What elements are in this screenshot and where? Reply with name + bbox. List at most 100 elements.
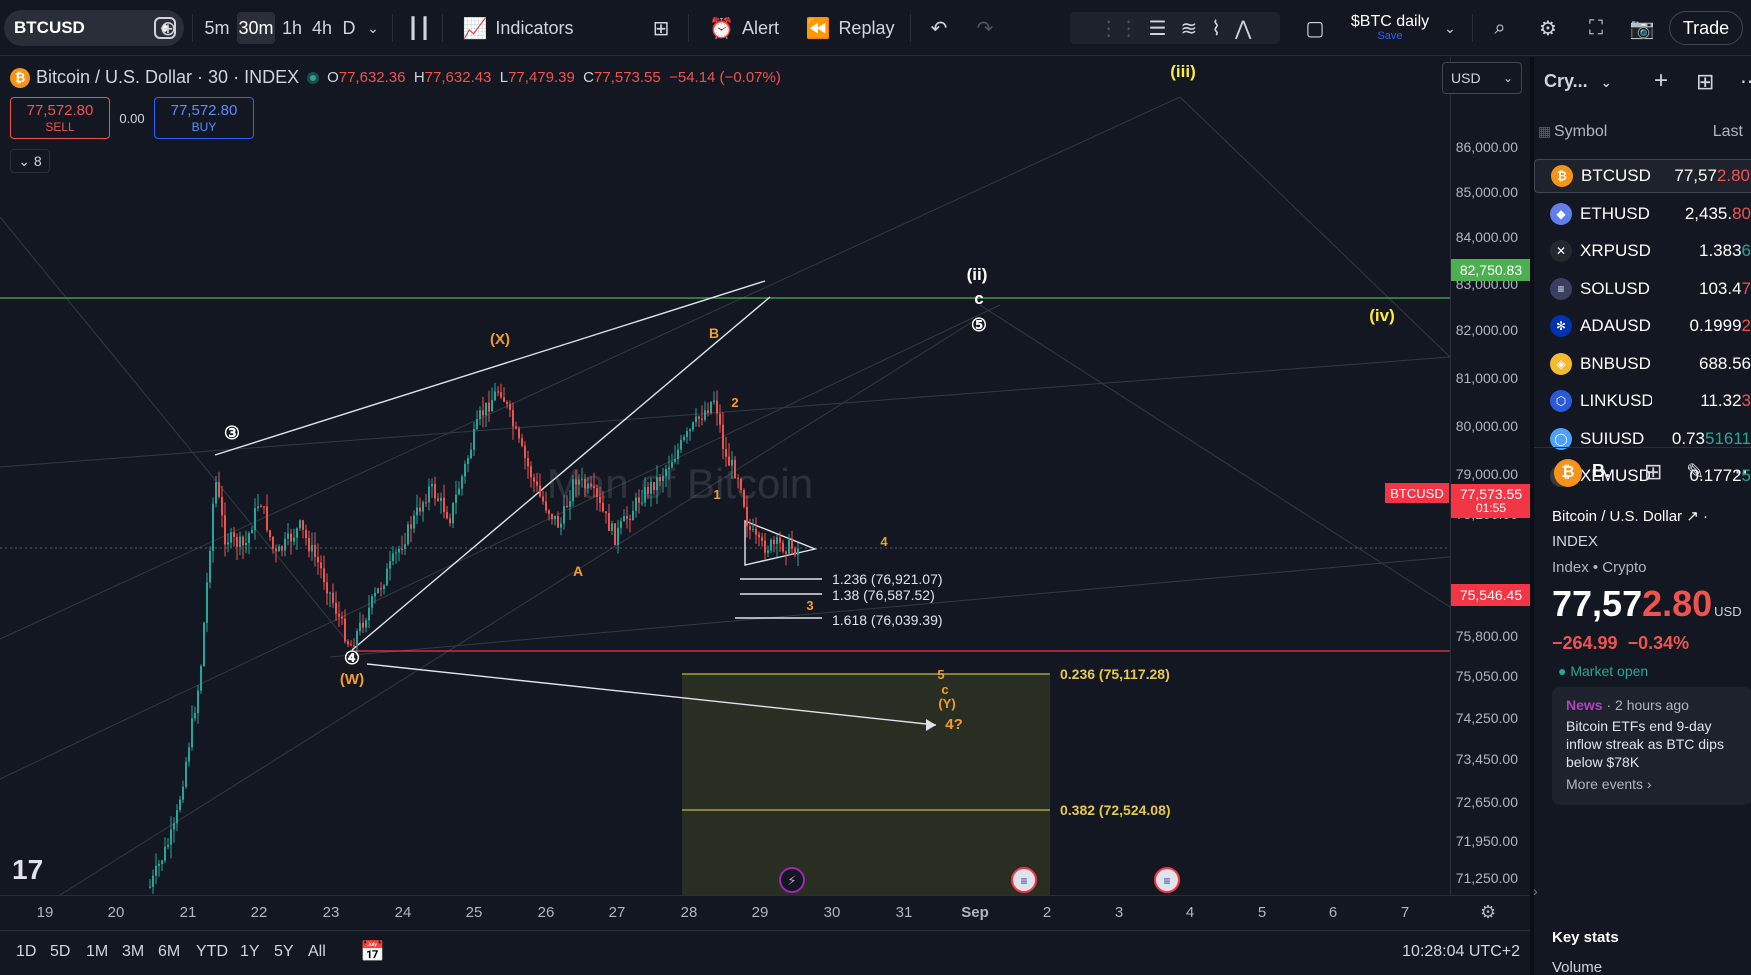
more-options-icon[interactable]: ⋯ bbox=[1740, 69, 1751, 94]
tradingview-logo-icon[interactable]: 17 bbox=[12, 854, 43, 885]
wave-4-circle-label[interactable]: ④ bbox=[344, 648, 360, 668]
wave-3-label[interactable]: 3 bbox=[806, 598, 813, 613]
watchlist-row-adausd[interactable]: ✻ ADAUSD 0.19992 bbox=[1534, 309, 1751, 343]
wave-ii-label[interactable]: (ii) bbox=[967, 265, 988, 284]
range-button-ytd[interactable]: YTD bbox=[196, 943, 228, 960]
snapshot-button[interactable]: 📷 bbox=[1626, 12, 1658, 44]
time-axis[interactable]: 19 20 21 22 23 24 25 26 27 28 29 30 31 Sep 2 3 4 5 6 7 ⚙ bbox=[0, 895, 1530, 929]
calendar-icon[interactable]: 📅 bbox=[360, 941, 385, 963]
grid-icon[interactable]: ⊞ bbox=[1644, 459, 1663, 484]
fib-0382-label[interactable]: 0.382 (72,524.08) bbox=[1060, 802, 1171, 818]
more-options-icon[interactable]: ⋯ bbox=[1734, 459, 1751, 485]
range-button-6m[interactable]: 6M bbox=[158, 943, 181, 960]
layout-selector[interactable]: $BTC daily Save bbox=[1342, 12, 1438, 44]
news-card[interactable]: News · 2 hours ago Bitcoin ETFs end 9-da… bbox=[1552, 687, 1751, 805]
fib-0236-label[interactable]: 0.236 (75,117.28) bbox=[1060, 666, 1170, 682]
elliott-wave-icon[interactable]: ⌇ bbox=[1211, 17, 1222, 40]
watchlist-row-linkusd[interactable]: ⬡ LINKUSD 11.323 bbox=[1534, 384, 1751, 418]
price-axis[interactable]: 86,000.00 85,000.00 84,000.00 83,000.00 82,0… bbox=[1450, 57, 1531, 895]
event-marker-us-flag[interactable]: ≡ bbox=[1154, 867, 1180, 893]
add-symbol-icon[interactable]: + bbox=[1654, 67, 1669, 94]
chart-pane[interactable]: Man of Bitcoin (iii) (ii) (iv) c ⑤ ③ ④ (… bbox=[0, 57, 1450, 895]
wave-5-circle-label[interactable]: ⑤ bbox=[971, 315, 987, 335]
advanced-view-icon[interactable]: ⊞ bbox=[1696, 69, 1715, 94]
abc-wave-icon[interactable]: ⋀ bbox=[1235, 17, 1252, 40]
horizontal-lines-icon[interactable]: ☰ bbox=[1148, 17, 1167, 40]
wave-1-label[interactable]: 1 bbox=[713, 487, 720, 502]
wave-c-white-label[interactable]: c bbox=[974, 289, 983, 308]
wave-y-label[interactable]: (Y) bbox=[938, 696, 955, 711]
interval-d[interactable]: D bbox=[342, 17, 356, 38]
edit-icon[interactable]: ✎ bbox=[1686, 459, 1705, 484]
chart-canvas[interactable]: Man of Bitcoin (iii) (ii) (iv) c ⑤ ③ ④ (… bbox=[0, 57, 1450, 895]
wave-c-orange-label[interactable]: c bbox=[941, 682, 948, 697]
fib-1618-label[interactable]: 1.618 (76,039.39) bbox=[832, 612, 943, 628]
watchlist-title-button[interactable]: Cry... ⌄ bbox=[1544, 71, 1612, 92]
buy-button[interactable]: 77,572.80 BUY bbox=[154, 97, 254, 139]
drag-handle-icon[interactable]: ⋮⋮ bbox=[1098, 17, 1139, 40]
column-last[interactable]: Last bbox=[1712, 123, 1743, 140]
fib-138-label[interactable]: 1.38 (76,587.52) bbox=[832, 587, 935, 603]
redo-button[interactable]: ↷ bbox=[970, 12, 1000, 44]
fib-retracement-zone[interactable] bbox=[682, 674, 1050, 895]
sell-button[interactable]: 77,572.80 SELL bbox=[10, 97, 110, 139]
resistance-price-tag[interactable]: 82,750.83 bbox=[1451, 259, 1531, 281]
wave-2-label[interactable]: 2 bbox=[731, 395, 738, 410]
watchlist-row-btcusd[interactable]: ₿ BTCUSD 77,572.80 bbox=[1534, 159, 1751, 193]
axis-settings-gear-icon[interactable]: ⚙ bbox=[1480, 902, 1497, 922]
wave-5-label[interactable]: 5 bbox=[937, 667, 944, 682]
interval-4h[interactable]: 4h bbox=[311, 17, 333, 38]
background-trendlines[interactable] bbox=[0, 96, 1450, 895]
templates-button[interactable]: ⊞ bbox=[646, 12, 676, 44]
undo-button[interactable]: ↶ bbox=[924, 12, 954, 44]
clock[interactable]: 10:28:04 UTC+2 bbox=[1402, 943, 1520, 960]
trade-button[interactable]: Trade bbox=[1669, 11, 1743, 45]
replay-button[interactable]: ⏪ Replay bbox=[800, 12, 900, 44]
chart-type-button[interactable]: ┃┃ bbox=[404, 12, 434, 44]
range-button-5d[interactable]: 5D bbox=[50, 943, 71, 960]
legend-title[interactable]: Bitcoin / U.S. Dollar · 30 · INDEX bbox=[36, 67, 300, 87]
wave-x-label[interactable]: (X) bbox=[490, 331, 510, 348]
current-price-tag[interactable]: 77,573.55 01:55 bbox=[1451, 484, 1531, 518]
event-marker-us-flag[interactable]: ≡ bbox=[1011, 867, 1037, 893]
wave-w-label[interactable]: (W) bbox=[340, 671, 364, 688]
currency-selector[interactable]: USD ⌄ bbox=[1442, 62, 1522, 94]
fullscreen-button[interactable]: ⛶ bbox=[1580, 12, 1612, 44]
event-marker-lightning[interactable]: ⚡ bbox=[779, 867, 805, 893]
alert-button[interactable]: ⏰ Alert bbox=[698, 12, 790, 44]
support-price-tag[interactable]: 75,546.45 bbox=[1451, 584, 1531, 606]
wave-b-label[interactable]: B bbox=[709, 325, 719, 341]
watchlist-row-suiusd[interactable]: ◯ SUIUSD 0.7351611 bbox=[1534, 422, 1751, 456]
symbol-search-button[interactable]: BTCUSD ◆ bbox=[4, 10, 184, 46]
elliott-trendlines[interactable] bbox=[214, 280, 937, 726]
interval-1h[interactable]: 1h bbox=[281, 17, 303, 38]
add-symbol-button[interactable]: ⊕ bbox=[152, 12, 184, 44]
watchlist-row-solusd[interactable]: ≡ SOLUSD 103.47 bbox=[1534, 272, 1751, 306]
interval-dropdown[interactable]: ⌄ bbox=[362, 12, 384, 44]
layout-dropdown[interactable]: ⌄ bbox=[1440, 12, 1460, 44]
more-events-link[interactable]: More events › bbox=[1566, 775, 1652, 792]
range-button-3m[interactable]: 3M bbox=[122, 943, 145, 960]
column-symbol[interactable]: Symbol bbox=[1554, 123, 1608, 140]
interval-30m[interactable]: 30m bbox=[237, 12, 275, 44]
range-button-5y[interactable]: 5Y bbox=[274, 943, 294, 960]
fib-1236-label[interactable]: 1.236 (76,921.07) bbox=[832, 571, 943, 587]
settings-button[interactable]: ⚙ bbox=[1532, 12, 1564, 44]
wave-iii-label[interactable]: (iii) bbox=[1170, 62, 1196, 81]
indicators-collapse-toggle[interactable]: ⌄ 8 bbox=[10, 149, 50, 173]
wave-iv-label[interactable]: (iv) bbox=[1369, 306, 1395, 325]
watchlist-row-xrpusd[interactable]: ✕ XRPUSD 1.3836 bbox=[1534, 234, 1751, 268]
range-button-all[interactable]: All bbox=[308, 943, 326, 960]
indicators-button[interactable]: 📈 Indicators bbox=[452, 12, 584, 44]
detail-name-link[interactable]: Bitcoin / U.S. Dollar ↗ · bbox=[1552, 507, 1708, 525]
wave-4-label[interactable]: 4 bbox=[880, 534, 888, 549]
parallel-channel-icon[interactable]: ≋ bbox=[1180, 17, 1198, 40]
quick-search-button[interactable]: ⌕ bbox=[1484, 12, 1516, 44]
range-button-1m[interactable]: 1M bbox=[86, 943, 109, 960]
watchlist-row-bnbusd[interactable]: ◈ BNBUSD 688.56 bbox=[1534, 347, 1751, 381]
range-button-1y[interactable]: 1Y bbox=[240, 943, 260, 960]
layout-checkbox[interactable]: ▢ bbox=[1300, 12, 1330, 44]
interval-5m[interactable]: 5m bbox=[204, 17, 230, 38]
watchlist-row-ethusd[interactable]: ◆ ETHUSD 2,435.80 bbox=[1534, 197, 1751, 231]
